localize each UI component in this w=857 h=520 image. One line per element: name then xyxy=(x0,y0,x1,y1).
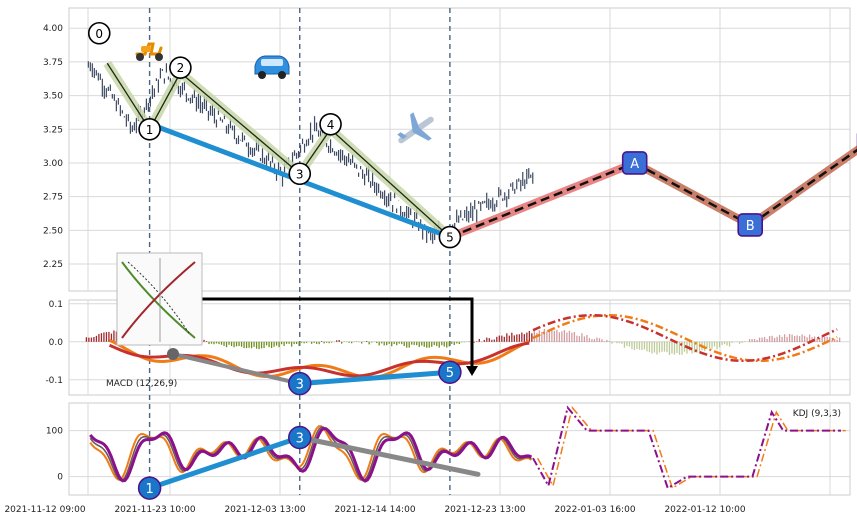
thumbnail-image xyxy=(116,252,203,346)
kdj-divergence-line xyxy=(297,435,481,477)
projection-marker xyxy=(621,151,648,175)
x-tick-label: 2022-01-03 16:00 xyxy=(554,505,635,515)
kdj-point-label: 1 xyxy=(145,482,153,497)
macd-y-tick-label: 0.1 xyxy=(49,300,63,310)
kdj-trend-line xyxy=(148,435,301,491)
panels: 2.25 2.50 2.75 3.00 3.25 3.50 3.75 4.00 -0.1 0.0 0… xyxy=(43,7,857,500)
projection-label: B xyxy=(746,219,755,234)
macd-anchor-dot xyxy=(167,348,179,360)
kdj-panel-label: KDJ (9,3,3) xyxy=(793,409,841,419)
macd-y-tick-label: 0.0 xyxy=(49,338,64,348)
x-axis-ticks: 2021-11-12 09:00 2021-11-23 10:00 2021-12-… xyxy=(4,505,745,515)
kdj-point-label: 3 xyxy=(296,432,304,447)
wave-point-marker xyxy=(438,225,462,249)
projection-dash xyxy=(449,161,636,239)
x-tick-label: 2021-11-23 10:00 xyxy=(114,505,195,515)
kdj-y-tick-label: 0 xyxy=(57,473,63,483)
price-y-tick-label: 3.25 xyxy=(43,125,63,135)
price-y-tick-label: 3.00 xyxy=(43,159,63,169)
kdj-d-line xyxy=(89,425,532,481)
pointer-line xyxy=(200,297,474,372)
kdj-d-projection xyxy=(536,405,846,490)
x-tick-label: 2021-12-03 13:00 xyxy=(224,505,305,515)
car-icon xyxy=(254,55,290,79)
wave-line xyxy=(106,62,451,238)
macd-panel-label: MACD (12,26,9) xyxy=(106,379,177,389)
wave-point-marker xyxy=(319,112,342,136)
kdj-k-projection xyxy=(532,405,841,490)
price-y-tick-label: 2.25 xyxy=(43,260,63,270)
macd-point-label: 5 xyxy=(446,366,454,381)
wave-point-label: 2 xyxy=(177,61,185,75)
price-panel-frame xyxy=(68,7,851,292)
macd-trend-line xyxy=(299,369,451,387)
pointer-arrowhead xyxy=(466,366,478,376)
macd-point-marker xyxy=(438,360,462,384)
wave-point-marker xyxy=(87,21,111,45)
macd-fast-projection xyxy=(532,313,838,363)
projection-label: A xyxy=(630,157,639,172)
wave-point-marker xyxy=(169,56,192,79)
macd-fast-line xyxy=(108,338,530,379)
kdj-point-marker xyxy=(137,476,162,500)
kdj-y-tick-label: 100 xyxy=(46,427,63,437)
wave-point-label: 1 xyxy=(146,123,154,137)
macd-point-marker xyxy=(288,371,312,396)
wave-point-marker xyxy=(138,117,161,141)
wave-point-label: 4 xyxy=(327,118,335,132)
macd-point-label: 3 xyxy=(296,378,304,393)
airplane-icon xyxy=(397,112,434,144)
wave-point-label: 5 xyxy=(446,231,454,245)
projection-marker xyxy=(737,213,764,237)
x-tick-label: 2021-11-12 09:00 xyxy=(4,505,85,515)
kdj-k-line xyxy=(89,427,533,483)
kdj-j-line xyxy=(89,426,532,482)
x-tick-label: 2022-01-12 10:00 xyxy=(664,505,745,515)
x-tick-label: 2021-12-23 13:00 xyxy=(444,505,525,515)
price-y-tick-label: 4.00 xyxy=(43,24,63,34)
scooter-icon xyxy=(135,42,163,61)
macd-y-tick-label: -0.1 xyxy=(45,376,63,386)
projection-dash xyxy=(749,148,857,226)
projection-dash xyxy=(634,161,751,227)
wave-point-label: 3 xyxy=(296,167,304,181)
macd-divergence-line xyxy=(171,352,302,386)
macd-slow-projection xyxy=(532,313,838,363)
x-tick-label: 2021-12-14 14:00 xyxy=(334,505,415,515)
wave-point-marker xyxy=(288,162,312,186)
wave-point-label: 0 xyxy=(95,27,103,41)
kdj-point-marker xyxy=(288,425,312,450)
price-y-tick-label: 3.75 xyxy=(43,58,63,68)
price-y-tick-label: 3.50 xyxy=(43,92,63,102)
price-y-tick-label: 2.75 xyxy=(43,193,63,203)
price-y-tick-label: 2.50 xyxy=(43,226,63,236)
